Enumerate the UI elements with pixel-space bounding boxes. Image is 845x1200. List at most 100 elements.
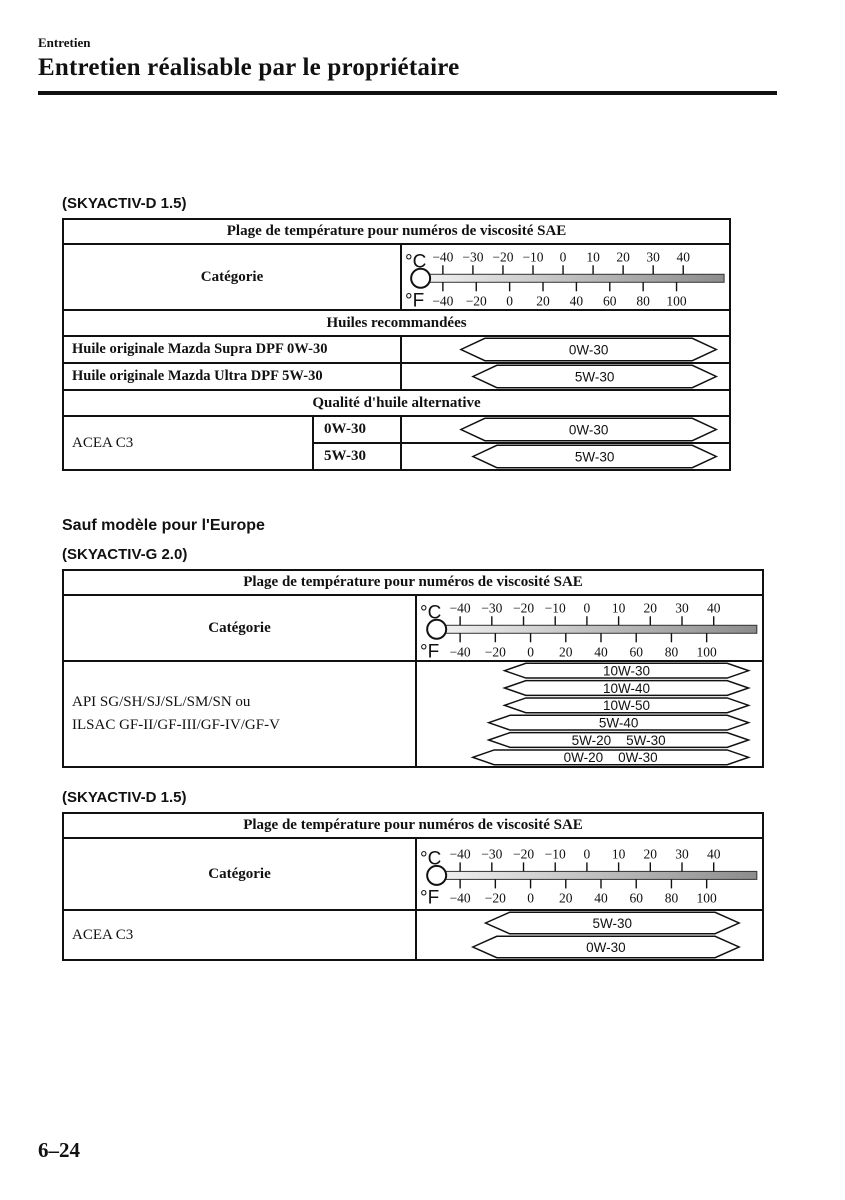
category-cell: Catégorie (62, 594, 417, 662)
temperature-scale: −40 −30 −20 −10 0 10 20 30 40 −40 −20 0 20 40 60 80 100 °… (403, 246, 728, 309)
svg-text:−20: −20 (492, 249, 513, 264)
svg-text:60: 60 (629, 890, 643, 905)
table-header-cell: Plage de température pour numéros de vis… (62, 812, 764, 839)
chapter-label: Entretien (38, 35, 91, 50)
oil-spec-cell: ACEA C3 (62, 415, 314, 471)
viscosity-range-bar: 0W-30 (403, 338, 728, 361)
svg-text:10W-50: 10W-50 (603, 698, 650, 713)
svg-text:100: 100 (666, 293, 687, 308)
title-rule (38, 91, 777, 95)
oil-spec-cell: ACEA C3 (62, 909, 417, 961)
svg-text:−10: −10 (545, 846, 566, 861)
svg-text:20: 20 (616, 249, 630, 264)
svg-text:−40: −40 (450, 644, 471, 659)
category-cell: Catégorie (62, 837, 417, 911)
viscosity-range-cell: 5W-30 (399, 362, 732, 391)
svg-text:30: 30 (675, 600, 689, 615)
viscosity-range-cell: 5W-30 (399, 442, 732, 471)
viscosity-table-skyactiv-g20: Plage de température pour numéros de vis… (62, 569, 764, 768)
temperature-scale: −40 −30 −20 −10 0 10 20 30 40 −40 −20 0 20 40 60 80 100 °… (418, 840, 761, 908)
svg-text:40: 40 (570, 293, 584, 308)
svg-text:40: 40 (594, 644, 608, 659)
svg-text:0W-30: 0W-30 (569, 342, 609, 357)
temperature-scale: −40 −30 −20 −10 0 10 20 30 40 −40 −20 0 20 40 60 80 100 °… (418, 597, 761, 660)
svg-text:40: 40 (676, 249, 690, 264)
svg-text:10: 10 (612, 846, 626, 861)
recommended-oils-header: Huiles recommandées (61, 309, 732, 337)
svg-text:−30: −30 (462, 249, 483, 264)
page-number: 6–24 (38, 1138, 80, 1162)
svg-text:0W-30: 0W-30 (569, 422, 609, 437)
svg-text:−20: −20 (513, 846, 534, 861)
svg-text:60: 60 (629, 644, 643, 659)
svg-text:−40: −40 (432, 249, 453, 264)
svg-text:−40: −40 (432, 293, 453, 308)
page: Entretien Entretien réalisable par le pr… (38, 35, 777, 961)
alternative-oil-header: Qualité d'huile alternative (61, 389, 732, 417)
svg-text:°F: °F (405, 290, 424, 309)
temperature-scale-cell: −40 −30 −20 −10 0 10 20 30 40 −40 −20 0 20 40 60 80 100 °… (415, 837, 764, 911)
oil-name-cell: Huile originale Mazda Supra DPF 0W-30 (62, 335, 402, 364)
svg-text:30: 30 (675, 846, 689, 861)
svg-text:80: 80 (665, 644, 679, 659)
svg-text:5W-30: 5W-30 (593, 916, 633, 931)
viscosity-range-cell: 5W-30 0W-30 (415, 909, 764, 961)
svg-text:40: 40 (594, 890, 608, 905)
svg-text:20: 20 (644, 846, 658, 861)
svg-text:°F: °F (420, 887, 439, 908)
svg-text:−20: −20 (485, 890, 506, 905)
svg-text:10W-30: 10W-30 (603, 663, 650, 678)
ilsac-spec-line: ILSAC GF-II/GF-III/GF-IV/GF-V (72, 717, 280, 733)
svg-text:10: 10 (612, 600, 626, 615)
svg-text:−30: −30 (481, 600, 502, 615)
svg-text:−10: −10 (522, 249, 543, 264)
svg-text:40: 40 (707, 600, 721, 615)
category-cell: Catégorie (62, 243, 402, 311)
svg-text:10W-40: 10W-40 (603, 681, 650, 696)
svg-text:100: 100 (697, 890, 718, 905)
svg-text:0: 0 (584, 846, 591, 861)
svg-text:5W-30: 5W-30 (575, 449, 615, 464)
viscosity-range-bar: 5W-30 (403, 365, 728, 388)
api-spec-line: API SG/SH/SJ/SL/SM/SN ou (72, 694, 251, 710)
svg-text:°C: °C (420, 848, 441, 869)
svg-text:10: 10 (586, 249, 600, 264)
svg-text:0: 0 (584, 600, 591, 615)
svg-text:40: 40 (707, 846, 721, 861)
svg-text:°C: °C (420, 602, 441, 623)
viscosity-range-cell: 0W-30 (399, 415, 732, 444)
viscosity-table-skyactiv-d15-europe: Plage de température pour numéros de vis… (61, 218, 732, 471)
svg-text:20: 20 (559, 890, 573, 905)
viscosity-range-bar: 0W-30 (403, 418, 728, 441)
viscosity-table-skyactiv-d15: Plage de température pour numéros de vis… (62, 812, 764, 961)
svg-text:60: 60 (603, 293, 617, 308)
table2-heading: (SKYACTIV-G 2.0) (62, 546, 188, 563)
svg-text:0W-30: 0W-30 (586, 940, 626, 955)
svg-text:0: 0 (527, 644, 534, 659)
svg-text:0: 0 (527, 890, 534, 905)
except-europe-note: Sauf modèle pour l'Europe (62, 517, 265, 534)
svg-text:°F: °F (420, 641, 439, 660)
viscosity-range-bars: 5W-30 0W-30 (418, 912, 761, 958)
svg-text:−30: −30 (481, 846, 502, 861)
grade-cell: 5W-30 (312, 442, 402, 471)
svg-text:−10: −10 (545, 600, 566, 615)
viscosity-range-bar: 5W-30 (403, 445, 728, 468)
temperature-scale-cell: −40 −30 −20 −10 0 10 20 30 40 −40 −20 0 20 40 60 80 100 °… (399, 243, 732, 311)
svg-text:−20: −20 (485, 644, 506, 659)
svg-text:100: 100 (697, 644, 718, 659)
svg-text:20: 20 (536, 293, 550, 308)
svg-text:°C: °C (405, 251, 426, 272)
svg-text:−40: −40 (450, 890, 471, 905)
temperature-scale-cell: −40 −30 −20 −10 0 10 20 30 40 −40 −20 0 20 40 60 80 100 °… (415, 594, 764, 662)
table1-heading: (SKYACTIV-D 1.5) (62, 195, 187, 212)
viscosity-range-cell: 0W-30 (399, 335, 732, 364)
svg-text:20: 20 (644, 600, 658, 615)
table-header-cell: Plage de température pour numéros de vis… (61, 218, 732, 245)
viscosity-range-bars: 10W-30 10W-40 10W-50 5W-40 5W-20 5W-30 0W-20 … (418, 663, 761, 765)
oil-name-cell: Huile originale Mazda Ultra DPF 5W-30 (62, 362, 402, 391)
svg-text:0: 0 (560, 249, 567, 264)
svg-text:30: 30 (646, 249, 660, 264)
svg-text:5W-20 5W-30: 5W-20 5W-30 (572, 733, 666, 748)
svg-text:−40: −40 (450, 846, 471, 861)
